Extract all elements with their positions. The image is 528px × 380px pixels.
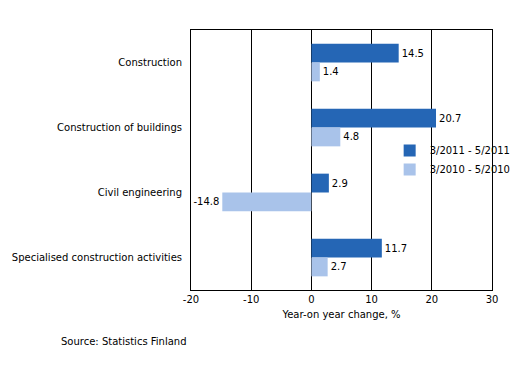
- svg-text:1.4: 1.4: [323, 66, 339, 77]
- svg-text:3/2011 - 5/2011: 3/2011 - 5/2011: [430, 145, 510, 156]
- svg-text:3/2010 - 5/2010: 3/2010 - 5/2010: [430, 164, 510, 175]
- svg-text:2.9: 2.9: [332, 178, 348, 189]
- svg-text:Construction of buildings: Construction of buildings: [57, 122, 182, 133]
- svg-text:11.7: 11.7: [385, 243, 407, 254]
- svg-text:10: 10: [365, 294, 378, 305]
- svg-text:2.7: 2.7: [331, 261, 347, 272]
- svg-text:4.8: 4.8: [343, 131, 359, 142]
- svg-text:Construction: Construction: [118, 57, 182, 68]
- svg-text:-14.8: -14.8: [193, 196, 219, 207]
- svg-text:-20: -20: [183, 294, 199, 305]
- svg-text:Specialised construction activ: Specialised construction activities: [12, 252, 182, 263]
- svg-text:0: 0: [308, 294, 314, 305]
- svg-text:20: 20: [425, 294, 438, 305]
- svg-text:Year-on year change, %: Year-on year change, %: [281, 309, 400, 320]
- svg-text:Civil engineering: Civil engineering: [98, 187, 182, 198]
- svg-text:20.7: 20.7: [439, 113, 461, 124]
- svg-text:14.5: 14.5: [402, 48, 424, 59]
- svg-text:30: 30: [486, 294, 499, 305]
- svg-text:-10: -10: [243, 294, 259, 305]
- svg-text:Source: Statistics Finland: Source: Statistics Finland: [61, 336, 187, 347]
